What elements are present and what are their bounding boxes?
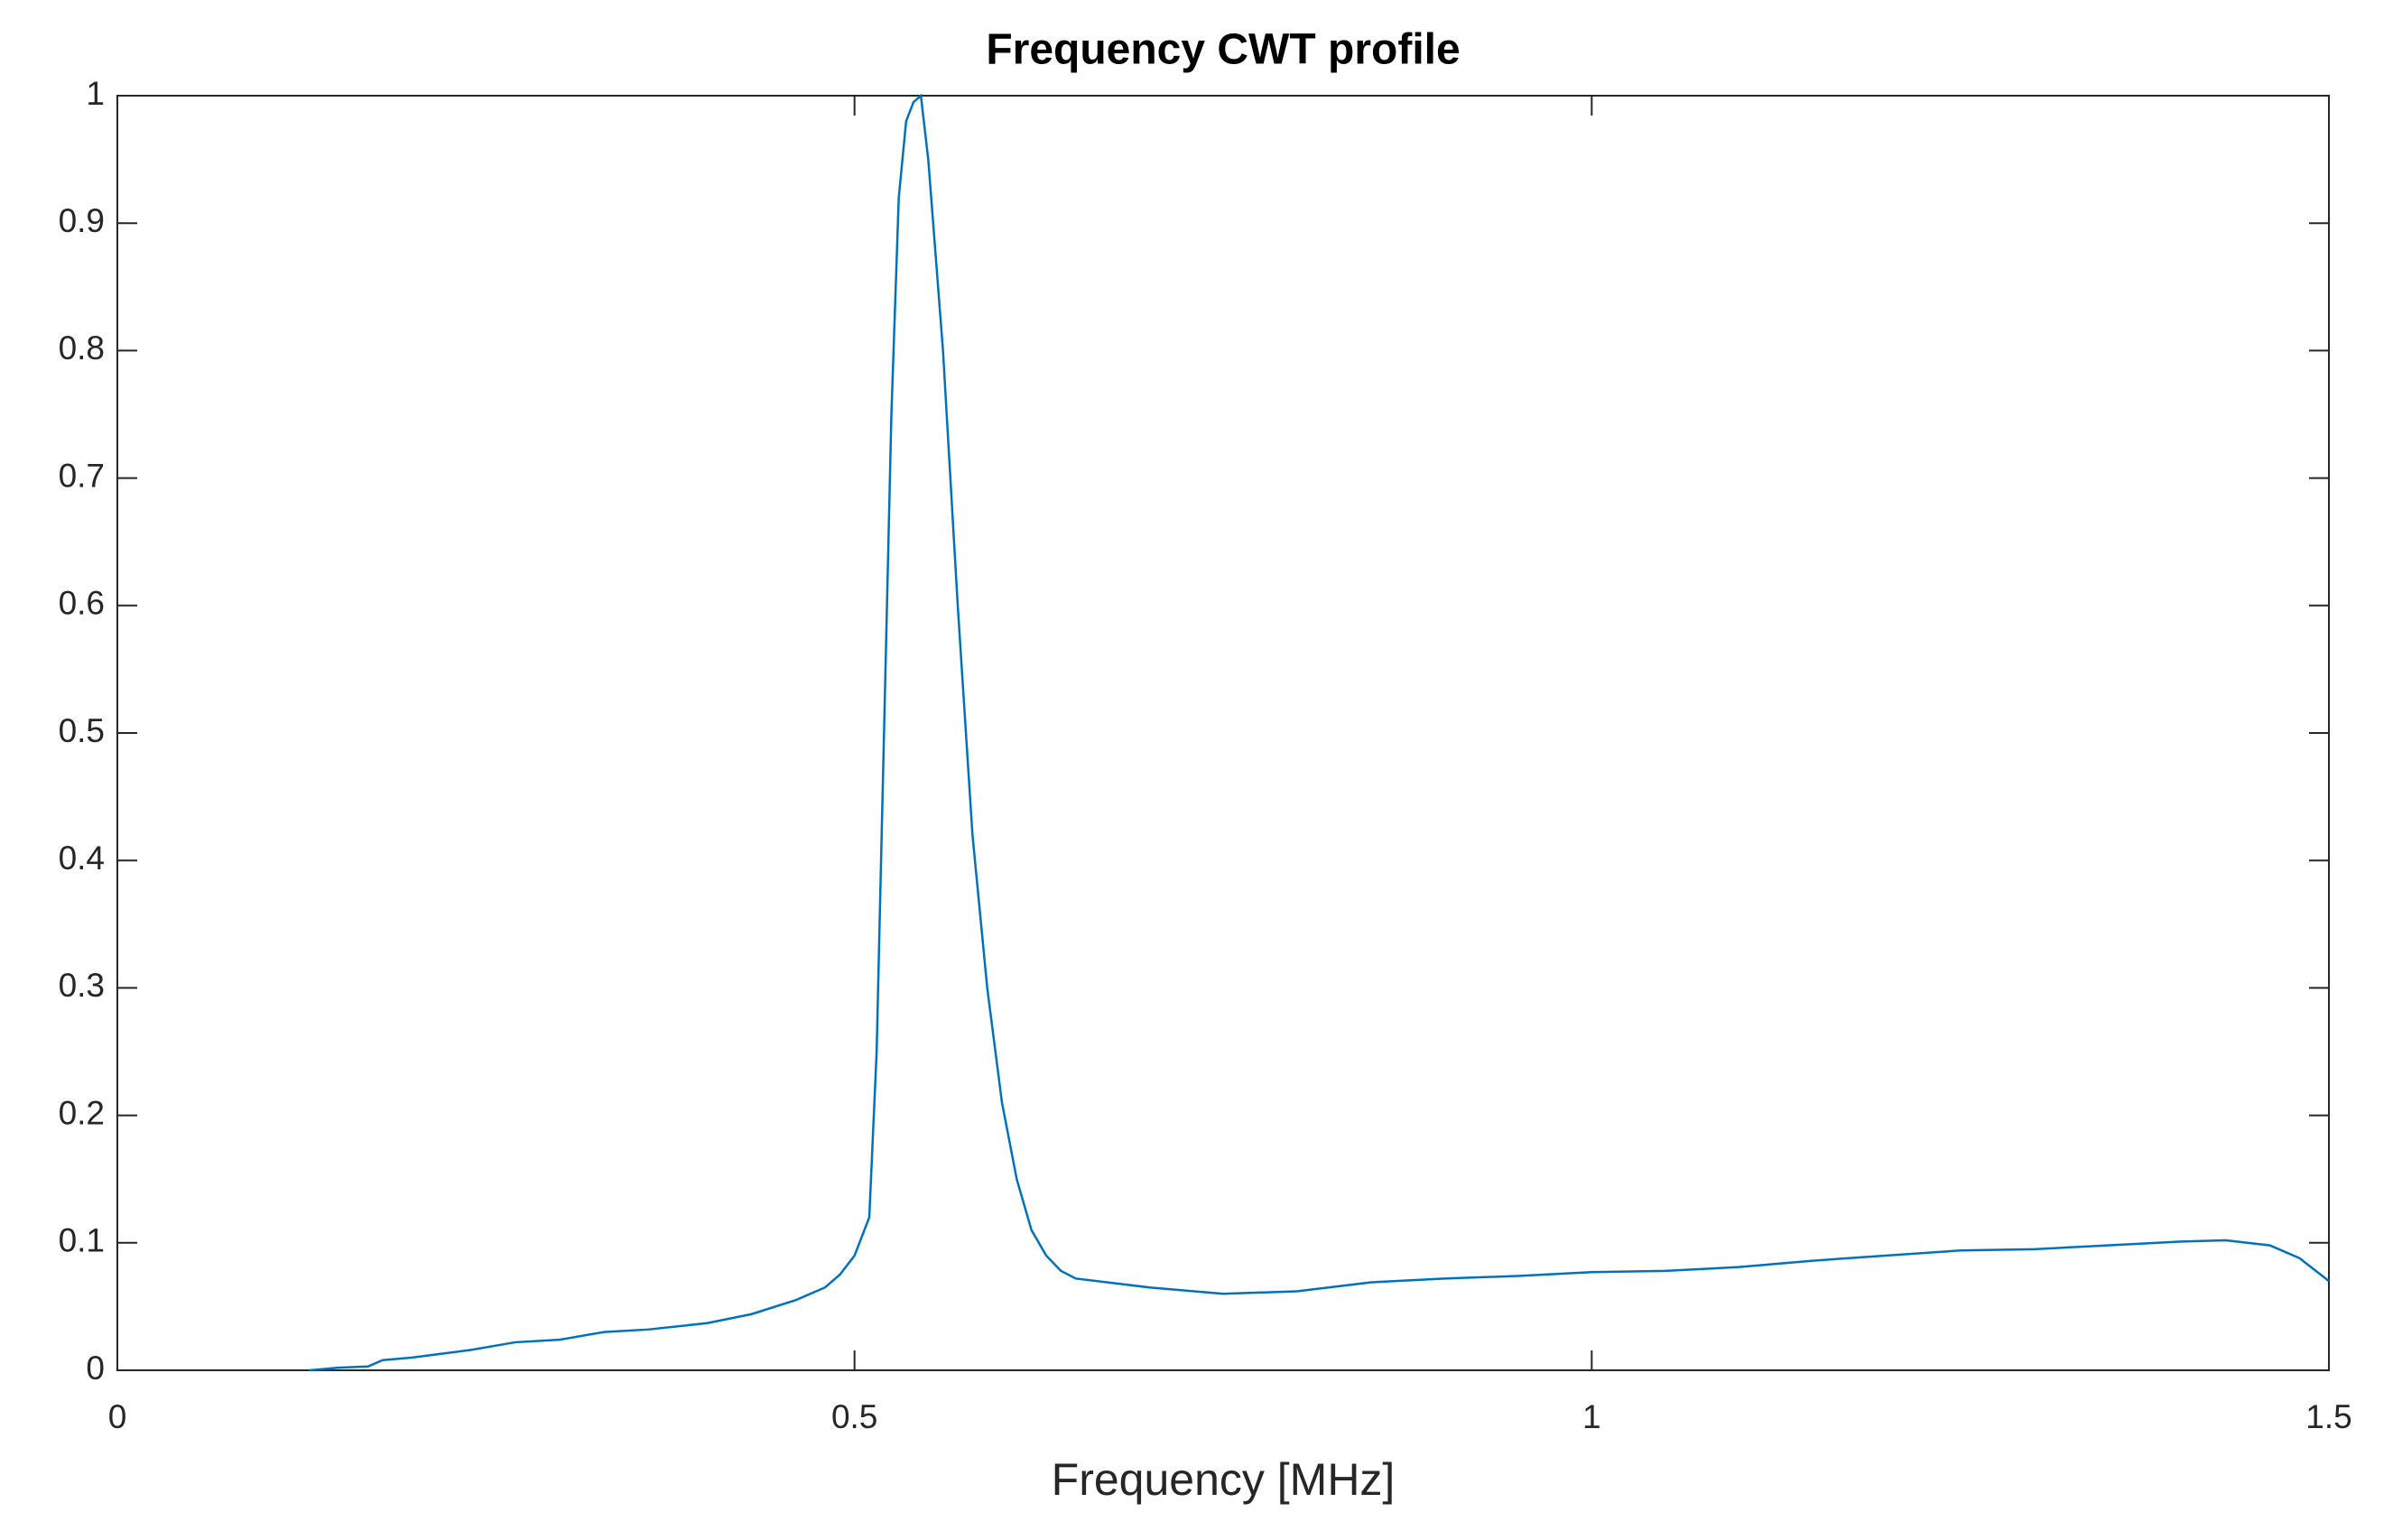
x-tick-label: 1.5 <box>2305 1398 2351 1435</box>
y-tick-label: 1 <box>86 75 105 112</box>
x-axis-label: Frequency [MHz] <box>1052 1454 1396 1505</box>
y-tick-label: 0.9 <box>59 202 105 239</box>
chart-title: Frequency CWT profile <box>986 26 1460 74</box>
x-tick-label: 0.5 <box>831 1398 877 1435</box>
y-tick-label: 0.1 <box>59 1222 105 1259</box>
y-tick-label: 0.3 <box>59 967 105 1004</box>
y-tick-label: 0.6 <box>59 585 105 622</box>
y-tick-label: 0.7 <box>59 457 105 494</box>
line-series <box>309 93 2330 1372</box>
y-tick-label: 0.8 <box>59 329 105 366</box>
x-tick-label: 1 <box>1582 1398 1601 1435</box>
y-tick-label: 0.2 <box>59 1094 105 1131</box>
y-tick-label: 0.4 <box>59 840 105 877</box>
plot-frame <box>116 95 2330 1371</box>
x-tick-label: 0 <box>108 1398 127 1435</box>
y-tick-label: 0.5 <box>59 712 105 749</box>
y-tick-label: 0 <box>86 1350 105 1387</box>
